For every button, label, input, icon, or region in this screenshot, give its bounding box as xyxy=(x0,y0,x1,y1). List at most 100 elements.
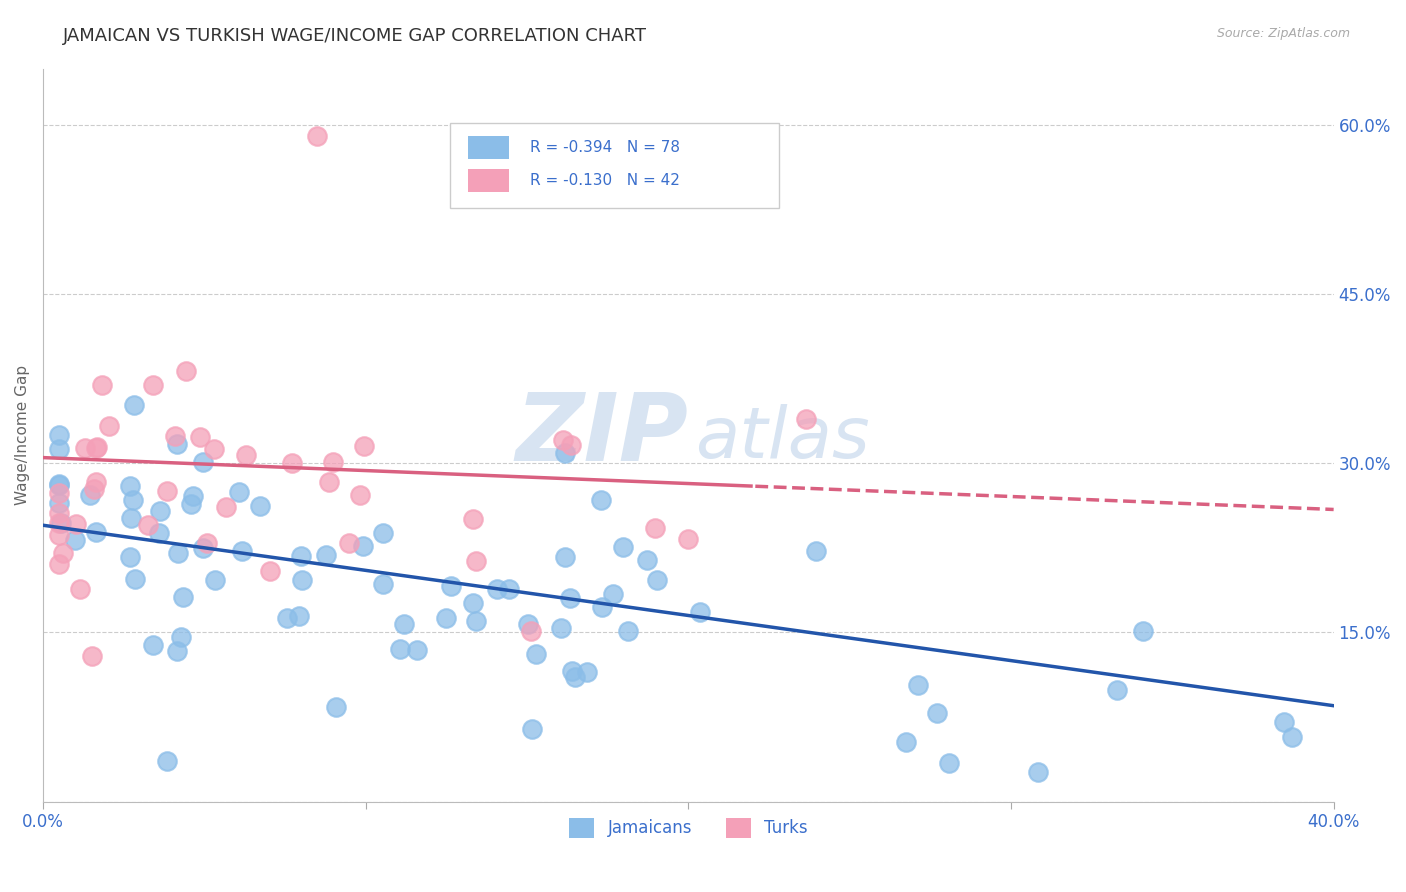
Text: ZIP: ZIP xyxy=(516,389,689,481)
Point xyxy=(564,670,586,684)
Point xyxy=(259,564,281,578)
Point xyxy=(69,582,91,597)
Point xyxy=(120,550,142,565)
Point xyxy=(142,638,165,652)
Point xyxy=(612,541,634,555)
Point xyxy=(576,665,599,679)
Point xyxy=(52,546,75,560)
Point xyxy=(136,517,159,532)
Point xyxy=(307,129,329,144)
Point xyxy=(249,499,271,513)
Point xyxy=(465,614,488,628)
Point xyxy=(337,536,360,550)
Point xyxy=(353,439,375,453)
Point xyxy=(165,429,187,443)
Point xyxy=(48,528,70,542)
Point xyxy=(1272,714,1295,729)
Point xyxy=(98,418,121,433)
Point xyxy=(938,756,960,771)
Point xyxy=(907,678,929,692)
Point xyxy=(91,377,114,392)
Point xyxy=(322,455,344,469)
Point xyxy=(148,504,170,518)
Point xyxy=(349,488,371,502)
Point xyxy=(124,572,146,586)
Point xyxy=(689,606,711,620)
FancyBboxPatch shape xyxy=(450,123,779,208)
Point xyxy=(228,484,250,499)
Point xyxy=(516,617,538,632)
Text: R = -0.130   N = 42: R = -0.130 N = 42 xyxy=(530,173,679,188)
Point xyxy=(148,526,170,541)
Point xyxy=(204,574,226,588)
Point xyxy=(86,440,108,454)
Point xyxy=(181,490,204,504)
Point xyxy=(644,521,666,535)
Point xyxy=(554,445,576,459)
Point xyxy=(48,428,70,442)
FancyBboxPatch shape xyxy=(468,169,509,193)
Point xyxy=(550,621,572,635)
Point xyxy=(48,506,70,520)
Y-axis label: Wage/Income Gap: Wage/Income Gap xyxy=(15,365,30,505)
Point xyxy=(1132,624,1154,638)
Point xyxy=(172,591,194,605)
Point xyxy=(560,438,582,452)
Point xyxy=(389,642,412,657)
Point xyxy=(166,437,188,451)
Point xyxy=(486,582,509,597)
Text: atlas: atlas xyxy=(695,404,869,474)
Point xyxy=(616,624,638,638)
Point xyxy=(48,477,70,491)
Point xyxy=(558,591,581,605)
Point xyxy=(48,478,70,492)
Point xyxy=(461,512,484,526)
Point xyxy=(553,434,575,448)
Point xyxy=(231,543,253,558)
Point xyxy=(156,484,179,499)
Point xyxy=(373,577,395,591)
Point xyxy=(440,579,463,593)
Point xyxy=(215,500,238,514)
Legend: Jamaicans, Turks: Jamaicans, Turks xyxy=(562,811,814,845)
Point xyxy=(1105,683,1128,698)
Point xyxy=(65,516,87,531)
Point xyxy=(602,586,624,600)
Point xyxy=(520,624,543,638)
Text: Source: ZipAtlas.com: Source: ZipAtlas.com xyxy=(1216,27,1350,40)
Point xyxy=(197,536,219,550)
Point xyxy=(1281,730,1303,744)
Point xyxy=(79,488,101,502)
Point xyxy=(167,545,190,559)
Point xyxy=(561,665,583,679)
Text: JAMAICAN VS TURKISH WAGE/INCOME GAP CORRELATION CHART: JAMAICAN VS TURKISH WAGE/INCOME GAP CORR… xyxy=(63,27,647,45)
Point xyxy=(373,526,395,541)
Point xyxy=(48,442,70,456)
Point xyxy=(524,647,547,661)
Point xyxy=(591,600,613,615)
Point xyxy=(142,378,165,392)
Point xyxy=(290,549,312,563)
Point xyxy=(84,524,107,539)
Point xyxy=(464,554,486,568)
Point xyxy=(84,475,107,489)
Point xyxy=(122,492,145,507)
Point xyxy=(318,475,340,489)
Point xyxy=(676,532,699,546)
Point xyxy=(352,539,374,553)
Point xyxy=(170,630,193,644)
Point xyxy=(927,706,949,720)
Point xyxy=(589,492,612,507)
Point xyxy=(120,511,142,525)
Point xyxy=(48,557,70,571)
Point xyxy=(166,644,188,658)
Point xyxy=(84,441,107,455)
Point xyxy=(83,482,105,496)
Point xyxy=(48,496,70,510)
Point xyxy=(193,454,215,468)
Point xyxy=(1026,765,1049,780)
Point xyxy=(392,617,415,632)
Point xyxy=(202,442,225,456)
Point xyxy=(520,723,543,737)
Point xyxy=(434,611,457,625)
